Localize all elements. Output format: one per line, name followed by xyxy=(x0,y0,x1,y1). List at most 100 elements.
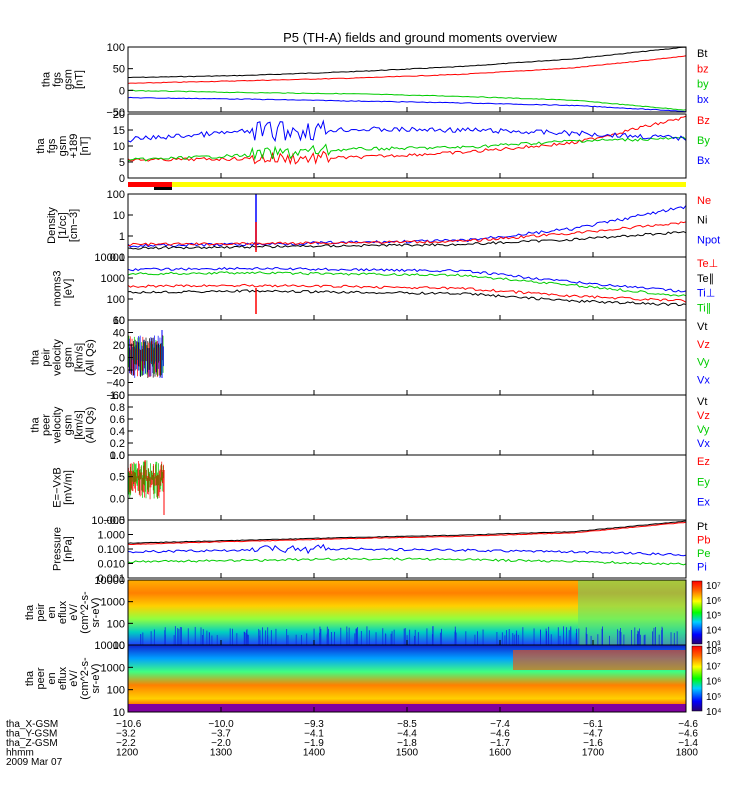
series-line-Pt xyxy=(127,520,687,544)
tick-label: 0.0 xyxy=(110,493,125,505)
legend-density-1: Ni xyxy=(697,215,707,227)
panel-pressure: 10.000 1.000 0.100 0.010 0.001 Pressure [nPa] P… xyxy=(52,515,711,585)
tick-label: 0.2 xyxy=(110,438,125,450)
ylabel-line: tha xyxy=(35,137,47,153)
ylabel-line: eflux xyxy=(57,666,69,690)
legend-vi-3: Vx xyxy=(697,374,710,386)
tick-label: 100 xyxy=(107,42,125,54)
ylabel-line: [mV/m] xyxy=(63,470,75,505)
footer-z_gsm: −1.7 xyxy=(490,738,510,749)
series-line-By xyxy=(127,136,687,162)
colorbar-label: 10⁵ xyxy=(706,611,721,622)
tick-label: 10000 xyxy=(94,640,125,652)
footer-hhmm: 1300 xyxy=(210,748,233,759)
coverage-bar-black xyxy=(154,187,172,190)
ylabel-line: moms3 xyxy=(52,270,64,306)
ylabel-line: [nPa] xyxy=(63,536,75,562)
colorbar-label: 10⁶ xyxy=(706,677,721,688)
chart-title: P5 (TH-A) fields and ground moments over… xyxy=(283,30,557,45)
ylabel-line: tha xyxy=(24,604,36,620)
legend-fgs_zoom-0: Bz xyxy=(697,115,710,127)
tick-label: 0.6 xyxy=(110,414,125,426)
tick-label: 1.0 xyxy=(110,390,125,402)
tick-label: 10 xyxy=(113,210,125,222)
tick-label: 1000 xyxy=(101,597,125,609)
footer-row-label: tha_Z-GSM xyxy=(6,738,58,749)
ion-colorbar xyxy=(691,580,703,645)
series-line-Pb xyxy=(127,521,687,545)
ylabel-line: tha xyxy=(30,349,42,365)
footer-z_gsm: −2.2 xyxy=(116,738,136,749)
series-line-Pi xyxy=(127,543,687,557)
ylabel-line: E=−VxB xyxy=(52,467,64,507)
legend-density-2: Npot xyxy=(697,234,720,246)
ylabel-line: gsm xyxy=(57,136,69,157)
footer-hhmm: 1800 xyxy=(676,748,699,759)
coverage-bar-yellow xyxy=(172,182,686,187)
footer-z_gsm: −1.8 xyxy=(397,738,417,749)
tick-label: 10.000 xyxy=(91,515,125,527)
tick-label: 10 xyxy=(113,640,125,652)
footer-y_gsm: −4.4 xyxy=(397,729,417,740)
legend-fgs-2: by xyxy=(697,79,709,91)
footer-row-label: 2009 Mar 07 xyxy=(6,757,63,768)
legend-fgs-1: bz xyxy=(697,63,709,75)
legend-ve-0: Vt xyxy=(697,396,707,408)
tick-label: 15 xyxy=(113,125,125,137)
tick-label: 1.0 xyxy=(110,450,125,462)
footer-x_gsm: −10.6 xyxy=(116,719,142,730)
series-line-Bt xyxy=(128,46,687,79)
series-line-Te-par xyxy=(127,289,687,307)
legend-efield-2: Ex xyxy=(697,497,710,509)
series-line-Ti-perp xyxy=(127,266,687,293)
tick-label: 0.8 xyxy=(110,402,125,414)
tick-label: 1000 xyxy=(101,662,125,674)
tick-label: 0.0 xyxy=(110,450,125,462)
panel-frame xyxy=(127,319,687,396)
ylabel-line: tha xyxy=(41,71,53,87)
series-line-Ne xyxy=(127,221,687,247)
ylabel-line: gsm xyxy=(63,415,75,436)
series-line-by xyxy=(127,89,687,111)
ylabel-line: sr-eV) xyxy=(90,598,102,628)
series-line-Te-perp xyxy=(127,283,687,303)
panel-ele_spec: 10000 1000 100 10 tha peer en eflux eV/(cm^2-s-s… xyxy=(24,640,721,719)
legend-temp-1: Te∥ xyxy=(697,273,714,285)
footer-row-label: hhmm xyxy=(6,748,34,759)
tick-label: 0.5 xyxy=(110,472,125,484)
panel-frame xyxy=(127,394,687,456)
tick-label: 1 xyxy=(119,231,125,243)
tick-label: 5 xyxy=(119,157,125,169)
colorbar-label: 10³ xyxy=(706,640,721,651)
colorbar-label: 10⁸ xyxy=(706,646,721,657)
legend-pressure-3: Pi xyxy=(697,562,707,574)
tick-label: 20 xyxy=(113,340,125,352)
colorbar-label: 10⁵ xyxy=(706,692,721,703)
ylabel-line: peir xyxy=(35,603,47,622)
panel-frame xyxy=(127,113,687,179)
tick-label: 100 xyxy=(107,294,125,306)
ylabel-line: Pressure xyxy=(52,527,64,571)
legend-vi-2: Vy xyxy=(697,357,710,369)
tick-label: 0.001 xyxy=(97,573,125,585)
ylabel-line: eflux xyxy=(57,600,69,624)
series-line-Ni xyxy=(127,231,687,250)
tick-label: 60 xyxy=(113,315,125,327)
legend-temp-0: Te⊥ xyxy=(697,258,718,270)
ylabel-line: fgs xyxy=(46,138,58,153)
tick-label: 0 xyxy=(119,173,125,185)
tick-label: 1000 xyxy=(101,273,125,285)
tick-label: 20 xyxy=(113,109,125,121)
tick-label: 40 xyxy=(113,328,125,340)
tick-label: 0.4 xyxy=(110,426,125,438)
tick-label: −0.5 xyxy=(103,515,125,527)
footer-y_gsm: −4.6 xyxy=(678,729,698,740)
footer-x_gsm: −10.0 xyxy=(208,719,234,730)
ylabel-line: gsm xyxy=(63,347,75,368)
tick-label: 1.000 xyxy=(97,530,125,542)
panel-frame xyxy=(127,454,687,521)
ylabel-line: (All Qs) xyxy=(85,339,97,376)
series-line-Pe xyxy=(127,557,687,566)
ylabel-line: (cm^2-s- xyxy=(79,657,91,700)
tick-label: 10 xyxy=(113,315,125,327)
